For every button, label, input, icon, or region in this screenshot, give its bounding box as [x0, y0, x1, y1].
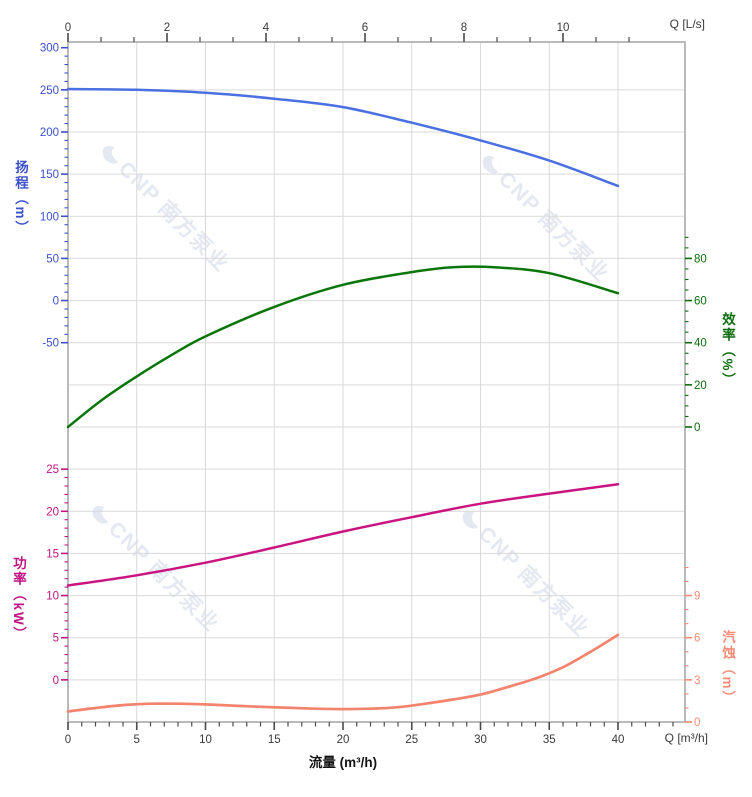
- tick-label: 8: [461, 22, 467, 34]
- tick-label: 40: [612, 734, 625, 746]
- tick-label: 2: [164, 22, 170, 34]
- power-curve: [66, 483, 620, 587]
- tick-label: 250: [40, 85, 59, 97]
- tick-label: 9: [694, 591, 700, 603]
- tick-label: 10: [199, 734, 212, 746]
- tick-label: 0: [65, 22, 71, 34]
- y-axis-title-npsh: 汽蚀（m）: [720, 630, 735, 707]
- y-axis-title-head: 扬程（m）: [13, 160, 28, 237]
- tick-label: 10: [557, 22, 570, 34]
- tick-label: 35: [543, 734, 556, 746]
- tick-label: 20: [337, 734, 350, 746]
- tick-label: 15: [268, 734, 281, 746]
- tick-label: 25: [405, 734, 418, 746]
- top-axis-unit-label: Q [L/s]: [669, 17, 705, 31]
- tick-label: 300: [40, 43, 59, 55]
- tick-label: 25: [46, 464, 59, 476]
- tick-label: 6: [694, 633, 700, 645]
- tick-label: 30: [474, 734, 487, 746]
- tick-label: 60: [694, 296, 707, 308]
- tick-label: 0: [53, 675, 59, 687]
- tick-label: 0: [65, 734, 71, 746]
- plot-frame: [67, 41, 686, 723]
- tick-label: -50: [42, 338, 59, 350]
- tick-label: 50: [46, 253, 59, 265]
- tick-label: 5: [134, 734, 140, 746]
- tick-label: 0: [694, 717, 700, 729]
- tick-label: 200: [40, 127, 59, 139]
- tick-label: 100: [40, 211, 59, 223]
- tick-label: 3: [694, 675, 700, 687]
- tick-label: 4: [263, 22, 270, 34]
- tick-label: 80: [694, 253, 707, 265]
- bottom-axis-unit-label: Q [m³/h]: [664, 731, 708, 745]
- tick-label: 6: [362, 22, 368, 34]
- tick-label: 0: [694, 422, 700, 434]
- tick-label: 15: [46, 548, 59, 560]
- efficiency-curve: [66, 265, 620, 429]
- tick-label: 150: [40, 169, 59, 181]
- head-curve: [66, 87, 620, 188]
- npsh-curve: [66, 633, 620, 713]
- tick-label: 0: [53, 296, 59, 308]
- tick-label: 20: [46, 506, 59, 518]
- y-axis-title-power: 功率（kW）: [11, 556, 26, 643]
- tick-label: 40: [694, 338, 707, 350]
- x-axis-title-flow: 流量 (m³/h): [308, 755, 378, 770]
- tick-label: 5: [53, 633, 59, 645]
- tick-label: 10: [46, 591, 59, 603]
- y-axis-title-efficiency: 效率（%）: [720, 312, 735, 389]
- tick-label: 20: [694, 380, 707, 392]
